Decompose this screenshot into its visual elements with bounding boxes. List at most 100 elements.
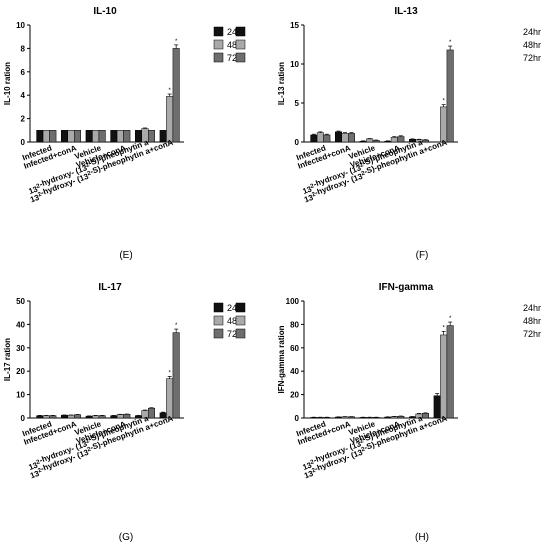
bar-72hr-0 <box>49 415 57 419</box>
bar-48hr-0 <box>316 132 324 143</box>
bar-24hr-0 <box>310 134 318 143</box>
significance-mark: * <box>175 323 178 329</box>
y-tick-label: 0 <box>295 138 300 147</box>
bar-24hr-3 <box>110 130 118 143</box>
bar-24hr-0 <box>36 130 44 143</box>
bar-72hr-0 <box>49 130 57 143</box>
panel-label: (H) <box>415 532 429 543</box>
y-axis-label: IFN-gamma ration <box>277 325 286 393</box>
bar-72hr-5 <box>446 325 454 419</box>
bar-48hr-1 <box>67 414 75 419</box>
legend-swatch-48hr <box>235 39 246 50</box>
legend-label-24hr: 24hr <box>523 303 541 313</box>
legend-label-72hr: 72hr <box>523 53 541 63</box>
bar-48hr-2 <box>92 130 100 143</box>
chart-title: IL-13 <box>394 6 418 17</box>
bar-72hr-4 <box>422 413 429 419</box>
bar-24hr-3 <box>384 416 392 419</box>
bar-48hr-3 <box>116 130 124 143</box>
y-tick-label: 40 <box>290 367 299 376</box>
legend-swatch-48hr <box>213 315 224 326</box>
bar-24hr-1 <box>335 131 342 143</box>
bar-72hr-3 <box>397 136 405 143</box>
y-tick-label: 20 <box>16 367 25 376</box>
bar-72hr-3 <box>397 415 405 419</box>
legend-label-72hr: 72hr <box>523 329 541 339</box>
bar-48hr-2 <box>92 415 100 419</box>
legend-swatch-24hr <box>213 302 224 313</box>
legend-swatch-24hr <box>235 26 246 37</box>
y-tick-label: 80 <box>290 320 299 329</box>
bar-24hr-1 <box>335 416 342 419</box>
y-tick-label: 6 <box>21 68 26 77</box>
y-tick-label: 0 <box>21 138 26 147</box>
legend-label-48hr: 48hr <box>523 316 541 326</box>
y-tick-label: 10 <box>16 391 25 400</box>
panel-label: (E) <box>119 250 132 261</box>
significance-mark: * <box>168 88 171 94</box>
y-tick-label: 10 <box>16 21 25 30</box>
chart-title: IFN-gamma <box>379 282 434 293</box>
panel-label: (F) <box>416 250 429 261</box>
significance-mark: * <box>175 39 178 45</box>
bar-72hr-1 <box>74 130 81 143</box>
panel-label: (G) <box>119 532 133 543</box>
bar-24hr-5 <box>433 395 441 419</box>
bar-24hr-3 <box>384 140 392 143</box>
legend-swatch-48hr <box>213 39 224 50</box>
bar-72hr-0 <box>323 134 331 143</box>
y-tick-label: 0 <box>21 414 26 423</box>
legend-label-48hr: 48hr <box>523 40 541 50</box>
y-tick-label: 5 <box>295 99 300 108</box>
bar-48hr-3 <box>390 137 398 143</box>
legend-swatch-72hr <box>235 328 246 339</box>
y-tick-label: 2 <box>21 115 26 124</box>
significance-mark: * <box>168 370 171 376</box>
legend-swatch-24hr <box>213 26 224 37</box>
bar-48hr-5 <box>440 334 448 419</box>
y-tick-label: 40 <box>16 320 25 329</box>
bar-48hr-0 <box>42 130 50 143</box>
bar-48hr-0 <box>42 415 50 419</box>
bar-48hr-1 <box>341 416 349 419</box>
y-tick-label: 30 <box>16 344 25 353</box>
y-tick-label: 4 <box>21 91 26 100</box>
y-tick-label: 15 <box>290 21 299 30</box>
bar-24hr-2 <box>359 140 367 143</box>
bar-24hr-2 <box>85 415 93 419</box>
significance-mark: * <box>442 325 445 331</box>
y-tick-label: 20 <box>290 391 299 400</box>
bar-48hr-3 <box>390 416 398 419</box>
bar-24hr-1 <box>61 414 68 419</box>
bar-72hr-1 <box>74 414 81 419</box>
chart-title: IL-10 <box>93 6 117 17</box>
y-tick-label: 0 <box>295 414 300 423</box>
y-tick-label: 60 <box>290 344 299 353</box>
legend-swatch-24hr <box>235 302 246 313</box>
legend-swatch-72hr <box>213 52 224 63</box>
bar-48hr-5 <box>166 378 174 419</box>
y-tick-label: 100 <box>286 297 300 306</box>
chart-title: IL-17 <box>98 282 122 293</box>
significance-mark: * <box>449 316 452 322</box>
legend-swatch-72hr <box>213 328 224 339</box>
bar-24hr-2 <box>85 130 93 143</box>
bar-72hr-5 <box>172 332 180 419</box>
significance-mark: * <box>449 40 452 46</box>
legend-swatch-72hr <box>235 52 246 63</box>
bar-24hr-3 <box>110 415 118 419</box>
y-axis-label: IL-10 ration <box>3 62 12 105</box>
bar-72hr-4 <box>148 130 155 143</box>
y-axis-label: IL-17 ration <box>3 338 12 381</box>
bar-48hr-1 <box>341 133 349 143</box>
y-axis-label: IL-13 ration <box>277 62 286 105</box>
bar-48hr-5 <box>166 96 174 143</box>
bar-72hr-3 <box>123 130 131 143</box>
bar-24hr-0 <box>36 415 44 419</box>
bar-48hr-3 <box>116 414 124 419</box>
